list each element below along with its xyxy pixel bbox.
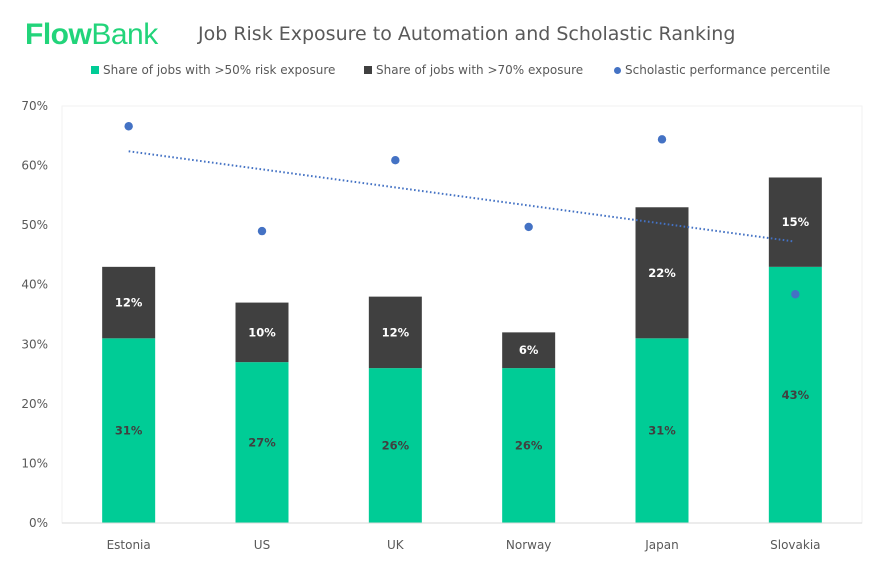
logo-flow: Flow: [25, 18, 92, 51]
bar-segment-50pct: [502, 368, 556, 523]
bar-segment-50pct: [368, 368, 422, 523]
chart-legend: Share of jobs with >50% risk exposure Sh…: [0, 63, 885, 83]
y-tick-label: 0%: [29, 516, 48, 530]
scatter-point: [124, 122, 133, 131]
trendline-path: [128, 150, 793, 243]
y-axis: 0% 10% 20% 30% 40% 50% 60% 70%: [21, 99, 48, 530]
x-axis: Estonia US UK Norway Japan Slovakia: [107, 538, 821, 552]
logo-bank: Bank: [91, 18, 158, 51]
bar-label-50pct: 43%: [782, 388, 810, 402]
bar-segment-70pct: [368, 296, 422, 369]
y-tick-label: 10%: [21, 456, 48, 470]
legend-swatch-green: [91, 66, 99, 74]
plot-area-border: [61, 105, 863, 524]
legend-label: Scholastic performance percentile: [625, 63, 831, 77]
scatter-point: [524, 222, 533, 232]
legend-item-series2: Share of jobs with >70% exposure: [364, 63, 583, 77]
legend-item-series3: Scholastic performance percentile: [614, 63, 830, 77]
x-tick-label: Slovakia: [770, 538, 820, 552]
bar-label-50pct: 27%: [248, 436, 276, 450]
y-tick-label: 50%: [21, 218, 48, 232]
trendline: [128, 150, 793, 243]
x-tick-label: US: [254, 538, 270, 552]
bar-label-70pct: 22%: [648, 266, 676, 280]
bar-segment-50pct: [102, 338, 156, 523]
bar-segment-70pct: [502, 332, 556, 369]
y-tick-label: 30%: [21, 337, 48, 351]
bar-segment-70pct: [635, 207, 689, 339]
legend-label: Share of jobs with >50% risk exposure: [103, 63, 336, 77]
bar-label-50pct: 26%: [382, 439, 410, 453]
legend-label: Share of jobs with >70% exposure: [376, 63, 584, 77]
legend-item-series1: Share of jobs with >50% risk exposure: [91, 63, 335, 77]
bar-segment-70pct: [102, 266, 156, 339]
scatter-points: [124, 122, 800, 299]
bar-segment-50pct: [235, 362, 289, 523]
flowbank-logo: FlowBank: [25, 17, 158, 53]
bars: 31% 12% 27% 10% 26% 12% 26% 6% 31% 22% 43% 15%: [102, 177, 822, 523]
legend-swatch-dark: [364, 66, 372, 74]
x-tick-label: Norway: [506, 538, 552, 552]
x-tick-label: Estonia: [107, 538, 151, 552]
y-tick-label: 70%: [21, 99, 48, 113]
bar-label-50pct: 26%: [515, 439, 543, 453]
scatter-point: [657, 135, 667, 144]
y-tick-label: 60%: [21, 159, 48, 173]
scatter-point: [257, 226, 267, 236]
scatter-point: [791, 290, 800, 299]
y-tick-label: 40%: [21, 278, 48, 292]
scatter-point: [391, 156, 400, 165]
bar-segment-70pct: [235, 302, 289, 363]
x-tick-label: Japan: [644, 538, 678, 552]
bar-label-70pct: 12%: [115, 296, 143, 310]
bar-label-70pct: 15%: [782, 215, 810, 229]
bar-label-50pct: 31%: [115, 424, 143, 438]
x-tick-label: UK: [387, 538, 405, 552]
y-tick-label: 20%: [21, 397, 48, 411]
legend-dot-blue: [614, 66, 621, 74]
bar-label-70pct: 6%: [519, 343, 539, 357]
bar-segment-70pct: [768, 177, 822, 267]
bar-segment-50pct: [768, 266, 822, 523]
chart-title: Job Risk Exposure to Automation and Scho…: [198, 23, 736, 45]
bar-segment-50pct: [635, 338, 689, 523]
bar-label-70pct: 12%: [382, 325, 410, 339]
bar-label-50pct: 31%: [648, 424, 676, 438]
bar-label-70pct: 10%: [248, 325, 276, 339]
